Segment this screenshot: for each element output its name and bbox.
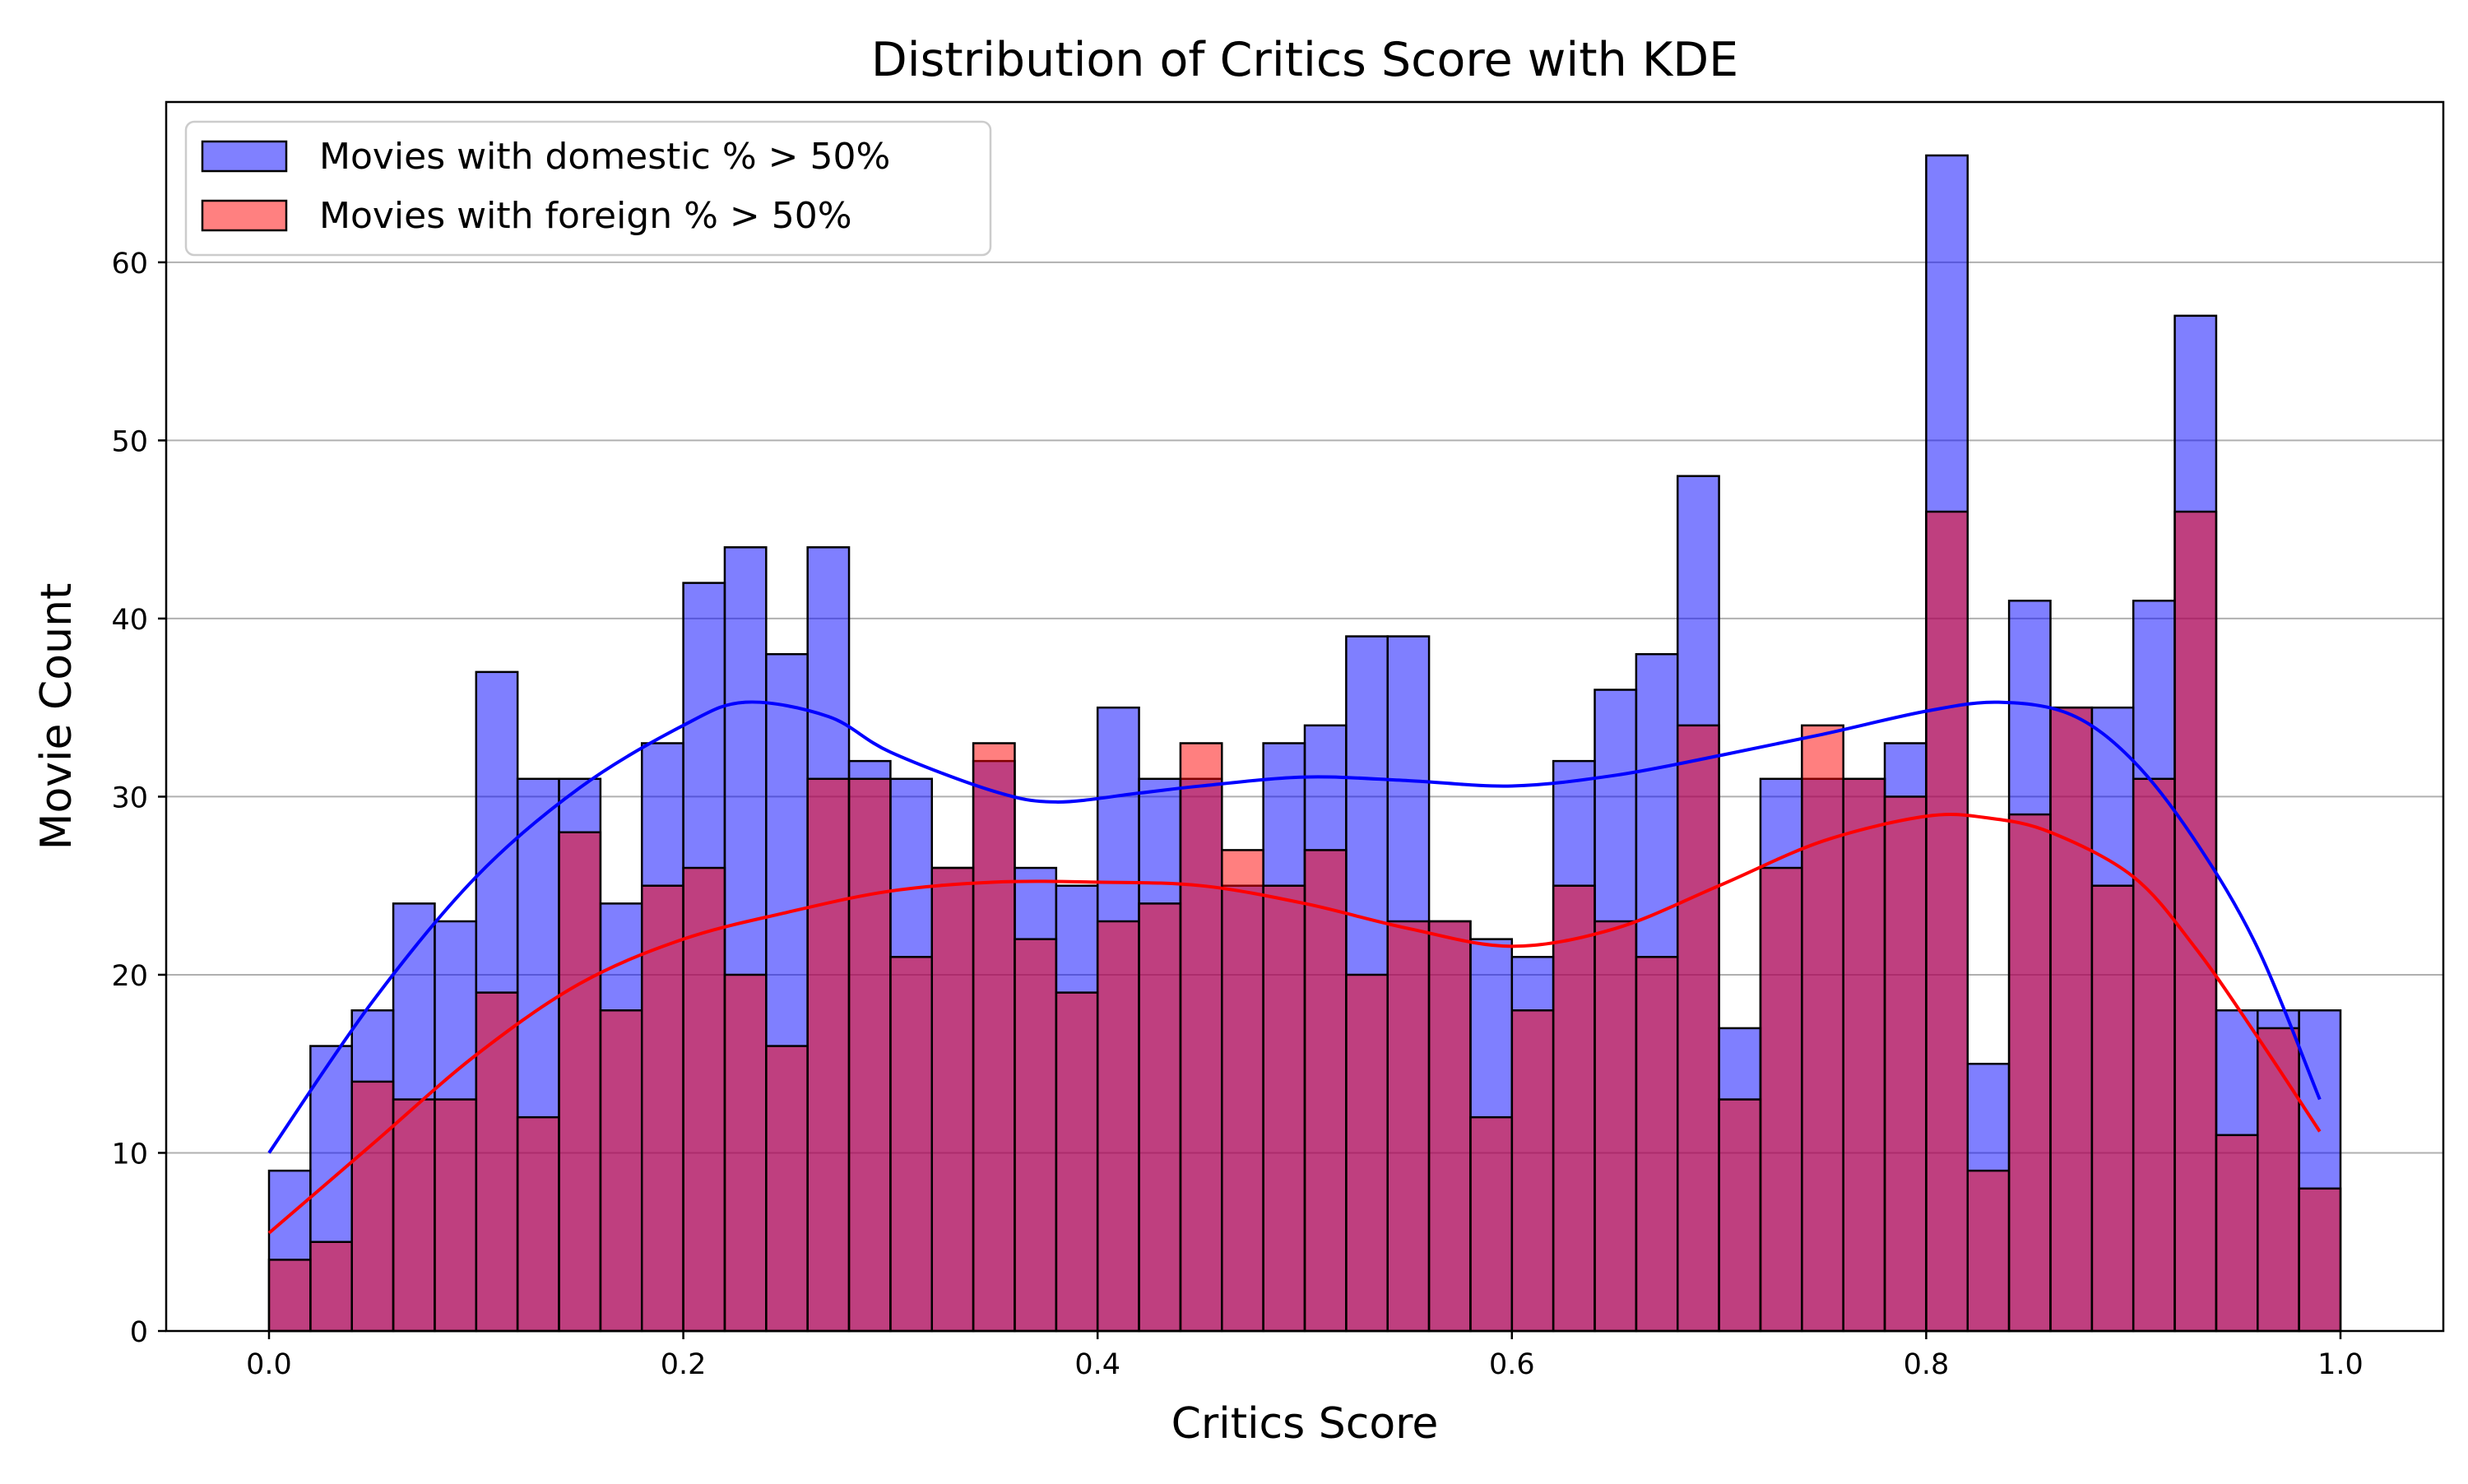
histogram-bar-foreign: [1221, 849, 1264, 1333]
histogram-bar-foreign: [1676, 724, 1720, 1333]
histogram-bar-foreign: [2007, 813, 2052, 1333]
kde-line-domestic: [267, 700, 2322, 1154]
legend: Movies with domestic % > 50% Movies with…: [184, 120, 992, 257]
kde-curves: [267, 700, 2322, 1235]
kde-line-foreign: [267, 813, 2322, 1235]
legend-label-foreign: Movies with foreign % > 50%: [319, 195, 852, 237]
x-tick-label: 0.8: [1904, 1348, 1950, 1381]
histogram-bar-foreign: [640, 884, 684, 1333]
histogram-bar-foreign: [1594, 920, 1638, 1333]
y-tick-label: 20: [111, 960, 148, 993]
histogram-bar-foreign: [2173, 510, 2218, 1333]
histogram-bar-foreign: [2132, 777, 2176, 1333]
histogram-bar-foreign: [475, 991, 519, 1333]
histogram-bar-foreign: [1055, 991, 1099, 1333]
x-axis-label: Critics Score: [1171, 1399, 1439, 1449]
histogram-bar-foreign: [1635, 956, 1679, 1333]
histogram-bar-foreign: [599, 1009, 643, 1333]
y-tick-label: 0: [130, 1316, 148, 1349]
histogram-bar-foreign: [558, 831, 602, 1333]
histogram-bar-foreign: [972, 742, 1016, 1333]
y-axis-ticks: 0 10 20 30 40 50 60: [111, 248, 166, 1349]
histogram-bar-foreign: [1262, 884, 1306, 1333]
histogram-bar-foreign: [1842, 777, 1886, 1333]
x-tick-label: 0.0: [246, 1348, 292, 1381]
histogram-bar-foreign: [267, 1259, 312, 1333]
histogram-bar-foreign: [516, 1115, 560, 1333]
y-tick-label: 40: [111, 604, 148, 637]
histogram-bar-foreign: [1179, 742, 1223, 1333]
histogram-bar-foreign: [1469, 1115, 1514, 1333]
histogram-bar-foreign: [765, 1045, 809, 1333]
histogram-bar-foreign: [309, 1241, 353, 1333]
histogram-bar-foreign: [392, 1098, 436, 1333]
y-axis-label: Movie Count: [32, 583, 81, 851]
plot-frame: [165, 100, 2445, 1333]
histogram-bar-foreign: [1138, 902, 1182, 1333]
histogram-bar-foreign: [1801, 724, 1844, 1333]
histogram-bar-foreign: [2257, 1027, 2300, 1333]
histogram-bar-foreign: [682, 866, 726, 1333]
histogram-bar-foreign: [806, 777, 851, 1333]
histogram-bar-foreign: [889, 956, 934, 1333]
histogram-bar-foreign: [1303, 849, 1348, 1333]
histogram-bar-foreign: [2215, 1134, 2259, 1333]
histogram-bar-foreign: [930, 866, 975, 1333]
y-tick-label: 50: [111, 425, 148, 458]
x-tick-label: 0.4: [1074, 1348, 1120, 1381]
histogram-bar-foreign: [2090, 884, 2135, 1333]
histogram-bar-foreign: [1427, 920, 1472, 1333]
y-tick-label: 10: [111, 1138, 148, 1171]
chart-title: Distribution of Critics Score with KDE: [871, 33, 1738, 87]
histogram-bar-foreign: [1883, 795, 1928, 1333]
legend-swatch-foreign: [201, 199, 288, 232]
histogram-bar-foreign: [1345, 973, 1389, 1333]
histogram-bar-foreign: [1510, 1009, 1555, 1333]
histogram-bar-foreign: [1096, 920, 1140, 1333]
legend-swatch-domestic: [201, 140, 288, 173]
legend-label-domestic: Movies with domestic % > 50%: [319, 136, 890, 178]
histogram-bar-foreign: [1552, 884, 1596, 1333]
histogram-bar-foreign: [723, 973, 768, 1333]
histogram-bar-foreign: [1386, 920, 1431, 1333]
histogram-bar-foreign: [847, 777, 892, 1333]
x-tick-label: 0.2: [661, 1348, 707, 1381]
histogram-bar-foreign: [1759, 866, 1803, 1333]
histogram-bar-foreign: [350, 1080, 395, 1333]
y-tick-label: 30: [111, 781, 148, 814]
y-tick-label: 60: [111, 248, 148, 281]
legend-box: [184, 120, 992, 257]
histogram-bar-foreign: [2049, 706, 2094, 1333]
histogram-bar-foreign: [1718, 1098, 1762, 1333]
histogram-bar-foreign: [434, 1098, 478, 1333]
x-tick-label: 0.6: [1489, 1348, 1535, 1381]
histogram-bar-foreign: [1966, 1169, 2011, 1333]
histogram-bar-foreign: [1925, 510, 1969, 1333]
histogram-bars: [267, 154, 2342, 1333]
x-tick-label: 1.0: [2317, 1348, 2364, 1381]
histogram-bar-foreign: [2298, 1187, 2342, 1333]
histogram-bar-foreign: [1014, 938, 1058, 1333]
x-axis-ticks: 0.0 0.2 0.4 0.6 0.8 1.0: [246, 1331, 2364, 1381]
